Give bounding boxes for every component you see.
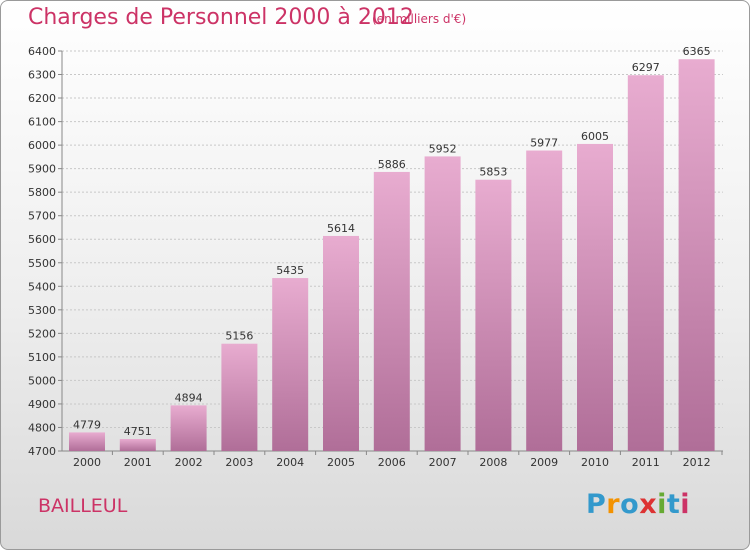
x-tick-label: 2003: [225, 456, 253, 469]
x-tick-label: 2005: [327, 456, 355, 469]
bar: [221, 343, 258, 451]
commune-name: BAILLEUL: [38, 495, 128, 517]
bar: [272, 278, 309, 451]
y-tick-label: 5500: [28, 257, 56, 270]
x-tick-label: 2009: [530, 456, 558, 469]
y-tick-label: 5400: [28, 280, 56, 293]
data-label: 5435: [276, 264, 304, 277]
y-tick-label: 4700: [28, 445, 56, 458]
bar: [526, 150, 563, 451]
data-label: 4779: [73, 418, 101, 431]
logo-letter: i: [680, 489, 691, 520]
bar: [678, 59, 715, 452]
proxiti-logo: Proxiti: [586, 489, 690, 520]
bar: [373, 171, 410, 452]
bar: [69, 432, 105, 451]
logo-letter: x: [639, 489, 658, 520]
x-tick-label: 2002: [175, 456, 203, 469]
chart-title: Charges de Personnel 2000 à 2012: [28, 5, 414, 30]
x-tick-label: 2001: [124, 456, 152, 469]
x-tick-label: 2004: [276, 456, 304, 469]
bar: [119, 439, 156, 451]
y-tick-label: 5000: [28, 374, 56, 387]
x-tick-label: 2011: [632, 456, 660, 469]
y-tick-label: 5300: [28, 304, 56, 317]
bar: [577, 143, 613, 452]
y-tick-label: 6400: [28, 45, 56, 58]
logo-letter: o: [620, 489, 640, 520]
y-tick-label: 6200: [28, 92, 56, 105]
bar: [424, 156, 461, 452]
y-tick-label: 5200: [28, 327, 56, 340]
logo-letter: t: [666, 489, 681, 520]
x-tick-label: 2000: [73, 456, 101, 469]
bar: [323, 235, 359, 451]
data-label: 5886: [378, 158, 406, 171]
bar: [170, 405, 207, 451]
x-tick-label: 2006: [378, 456, 406, 469]
data-label: 4751: [124, 425, 152, 438]
y-tick-label: 6100: [28, 116, 56, 129]
axes: 4700 4800 4900 5000 5100 5200 5300 5400 5500 5600…: [28, 45, 723, 469]
x-tick-label: 2010: [581, 456, 609, 469]
y-tick-label: 6000: [28, 139, 56, 152]
data-label: 6005: [581, 130, 609, 143]
x-tick-label: 2012: [683, 456, 711, 469]
bar: [627, 75, 664, 451]
data-label: 5952: [429, 142, 457, 155]
y-tick-label: 6300: [28, 69, 56, 82]
chart-subtitle: (en milliers d'€): [372, 12, 467, 26]
data-label: 5977: [530, 137, 558, 150]
logo-letter: P: [586, 489, 607, 520]
data-label: 5156: [225, 330, 253, 343]
data-label: 5853: [479, 166, 507, 179]
logo-letter: r: [606, 489, 621, 520]
y-tick-label: 5800: [28, 186, 56, 199]
y-tick-label: 5100: [28, 351, 56, 364]
bars: [69, 59, 715, 452]
data-labels: 4779 4751 4894 5156 5435 5614 5886 5952 5853 5977…: [73, 45, 711, 438]
y-tick-label: 4800: [28, 421, 56, 434]
x-tick-label: 2008: [479, 456, 507, 469]
x-tick-label: 2007: [429, 456, 457, 469]
data-label: 5614: [327, 222, 355, 235]
y-tick-label: 5700: [28, 210, 56, 223]
bar: [475, 179, 512, 452]
logo-letter: i: [657, 489, 667, 520]
y-tick-label: 4900: [28, 398, 56, 411]
data-label: 6365: [683, 45, 711, 58]
data-label: 4894: [175, 391, 203, 404]
y-tick-label: 5900: [28, 163, 56, 176]
data-label: 6297: [632, 61, 660, 74]
y-tick-label: 5600: [28, 233, 56, 246]
